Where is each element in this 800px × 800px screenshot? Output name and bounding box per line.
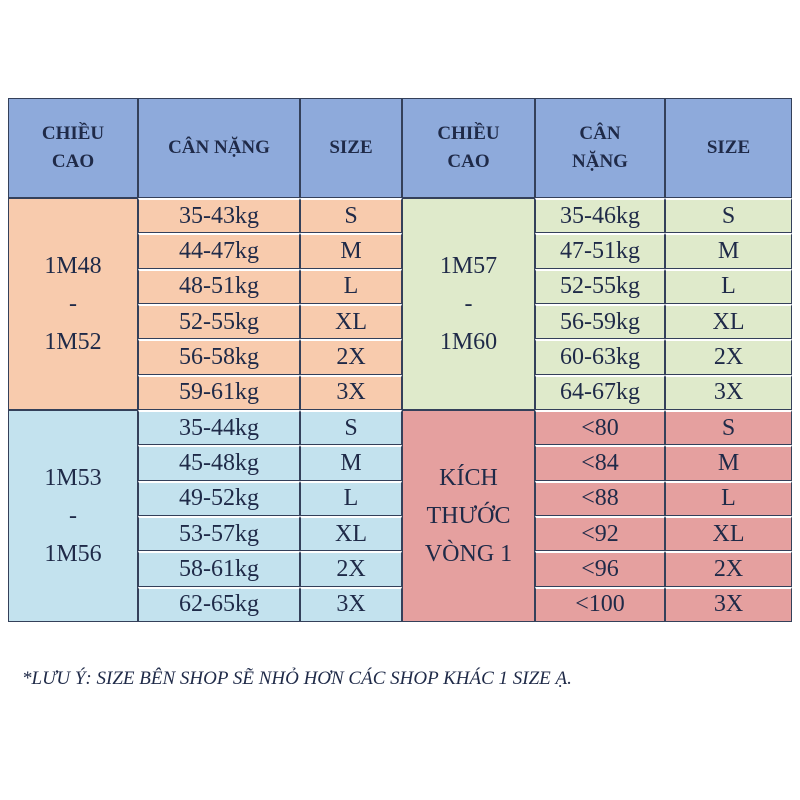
header-text: SIZE: [706, 137, 751, 158]
header-text: SIZE: [329, 137, 373, 158]
table-cell: 44-47kg: [138, 233, 300, 269]
label-line: -: [464, 290, 473, 317]
table-cell: 60-63kg: [535, 339, 665, 375]
table-cell: M: [665, 445, 792, 481]
table-cell: L: [300, 480, 402, 516]
note: *LƯU Ý: SIZE BÊN SHOP SẼ NHỎ HƠN CÁC SHO…: [22, 668, 572, 689]
table-cell: 49-52kg: [138, 480, 300, 516]
table-cell: <84: [535, 445, 665, 481]
table-cell: 35-43kg: [138, 198, 300, 234]
table-cell: 59-61kg: [138, 374, 300, 410]
block-label: 1M48 - 1M52: [8, 198, 138, 410]
table-cell: 56-59kg: [535, 303, 665, 340]
table-cell: <80: [535, 410, 665, 446]
table-cell: <100: [535, 586, 665, 622]
table-cell: 3X: [300, 374, 402, 410]
table-cell: L: [665, 480, 792, 516]
header-text: CHIỀU CAO: [437, 123, 500, 172]
table-cell: 56-58kg: [138, 339, 300, 375]
table-cell: 2X: [665, 551, 792, 587]
label-line: KÍCH: [439, 464, 498, 491]
table-cell: 52-55kg: [535, 268, 665, 304]
label-line: 1M53: [44, 464, 102, 491]
header-cell: SIZE: [665, 98, 792, 198]
label-line: 1M56: [44, 540, 102, 567]
header-text: CÂN NẶNG: [168, 137, 270, 158]
table-cell: 2X: [665, 339, 792, 375]
label-line: 1M48: [44, 252, 102, 279]
header-cell: CÂN NẶNG: [138, 98, 300, 198]
table-cell: S: [665, 410, 792, 446]
table-cell: XL: [300, 303, 402, 340]
table-cell: M: [300, 233, 402, 269]
label-line: 1M57: [439, 252, 498, 279]
block-label: 1M53 - 1M56: [8, 410, 138, 622]
table-cell: 52-55kg: [138, 303, 300, 340]
table-cell: XL: [300, 515, 402, 552]
table-cell: 3X: [300, 586, 402, 622]
table-cell: XL: [665, 515, 792, 552]
table-cell: 3X: [665, 586, 792, 622]
label-line: THƯỚC: [426, 502, 511, 529]
table-cell: 2X: [300, 339, 402, 375]
table-cell: S: [665, 198, 792, 234]
header-text: CÂN NẶNG: [572, 123, 628, 172]
label-line: -: [69, 290, 77, 317]
table-cell: S: [300, 410, 402, 446]
header-cell: CHIỀU CAO: [402, 98, 535, 198]
table-cell: 53-57kg: [138, 515, 300, 552]
table-cell: 35-46kg: [535, 198, 665, 234]
header-cell: CÂN NẶNG: [535, 98, 665, 198]
label-line: 1M60: [439, 328, 498, 355]
table-cell: 45-48kg: [138, 445, 300, 481]
table-cell: <96: [535, 551, 665, 587]
block-label: 1M57 - 1M60: [402, 198, 535, 410]
table-cell: M: [665, 233, 792, 269]
table-cell: 58-61kg: [138, 551, 300, 587]
table-cell: 3X: [665, 374, 792, 410]
table-cell: 48-51kg: [138, 268, 300, 304]
table-cell: M: [300, 445, 402, 481]
label-line: VÒNG 1: [424, 540, 513, 567]
table-cell: 62-65kg: [138, 586, 300, 622]
table-cell: <88: [535, 480, 665, 516]
header-cell: CHIỀU CAO: [8, 98, 138, 198]
header-cell: SIZE: [300, 98, 402, 198]
table-cell: 64-67kg: [535, 374, 665, 410]
table-cell: S: [300, 198, 402, 234]
table-cell: <92: [535, 515, 665, 552]
table-cell: L: [300, 268, 402, 304]
table-cell: XL: [665, 303, 792, 340]
header-text: CHIỀU CAO: [41, 123, 105, 172]
table-cell: 47-51kg: [535, 233, 665, 269]
block-label: KÍCH THƯỚC VÒNG 1: [402, 410, 535, 622]
table-cell: 35-44kg: [138, 410, 300, 446]
label-line: -: [69, 502, 77, 529]
table-cell: 2X: [300, 551, 402, 587]
table-cell: L: [665, 268, 792, 304]
label-line: 1M52: [44, 328, 102, 355]
